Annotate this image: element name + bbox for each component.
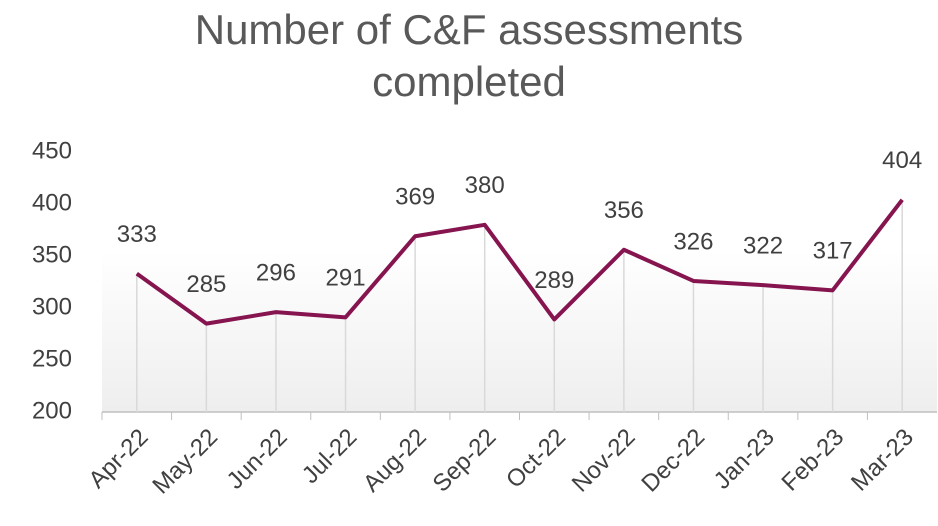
x-tick-label: Jan-23 xyxy=(709,424,780,495)
x-tick-label: Apr-22 xyxy=(83,424,153,494)
data-label: 317 xyxy=(813,238,853,265)
data-label: 404 xyxy=(882,147,922,174)
y-tick-label: 350 xyxy=(32,241,72,268)
y-tick-label: 450 xyxy=(32,137,72,164)
data-label: 356 xyxy=(604,197,644,224)
x-tick-label: Jun-22 xyxy=(222,424,293,495)
x-tick-label: Oct-22 xyxy=(501,424,571,494)
x-tick-label: Nov-22 xyxy=(567,424,641,498)
y-tick-label: 200 xyxy=(32,397,72,424)
series-line xyxy=(135,198,904,326)
x-tick-label: Sep-22 xyxy=(428,424,502,498)
y-tick-label: 400 xyxy=(32,189,72,216)
data-label: 380 xyxy=(465,172,505,199)
y-tick-label: 250 xyxy=(32,345,72,372)
x-tick-label: Aug-22 xyxy=(358,424,432,498)
x-tick-label: Dec-22 xyxy=(636,424,710,498)
plot-background xyxy=(102,250,937,412)
data-label: 369 xyxy=(395,184,435,211)
y-tick-label: 300 xyxy=(32,293,72,320)
data-label: 322 xyxy=(743,232,783,259)
x-tick-label: May-22 xyxy=(147,424,223,500)
data-label: 291 xyxy=(326,265,366,292)
data-label: 333 xyxy=(117,221,157,248)
data-label: 285 xyxy=(186,271,226,298)
x-tick-label: Mar-23 xyxy=(846,424,919,497)
chart-title: Number of C&F assessments completed xyxy=(194,6,744,105)
x-tick-label: Feb-23 xyxy=(776,424,849,497)
x-tick-label: Jul-22 xyxy=(297,424,362,489)
data-label: 289 xyxy=(534,267,574,294)
data-label: 296 xyxy=(256,260,296,287)
data-label: 326 xyxy=(673,228,713,255)
